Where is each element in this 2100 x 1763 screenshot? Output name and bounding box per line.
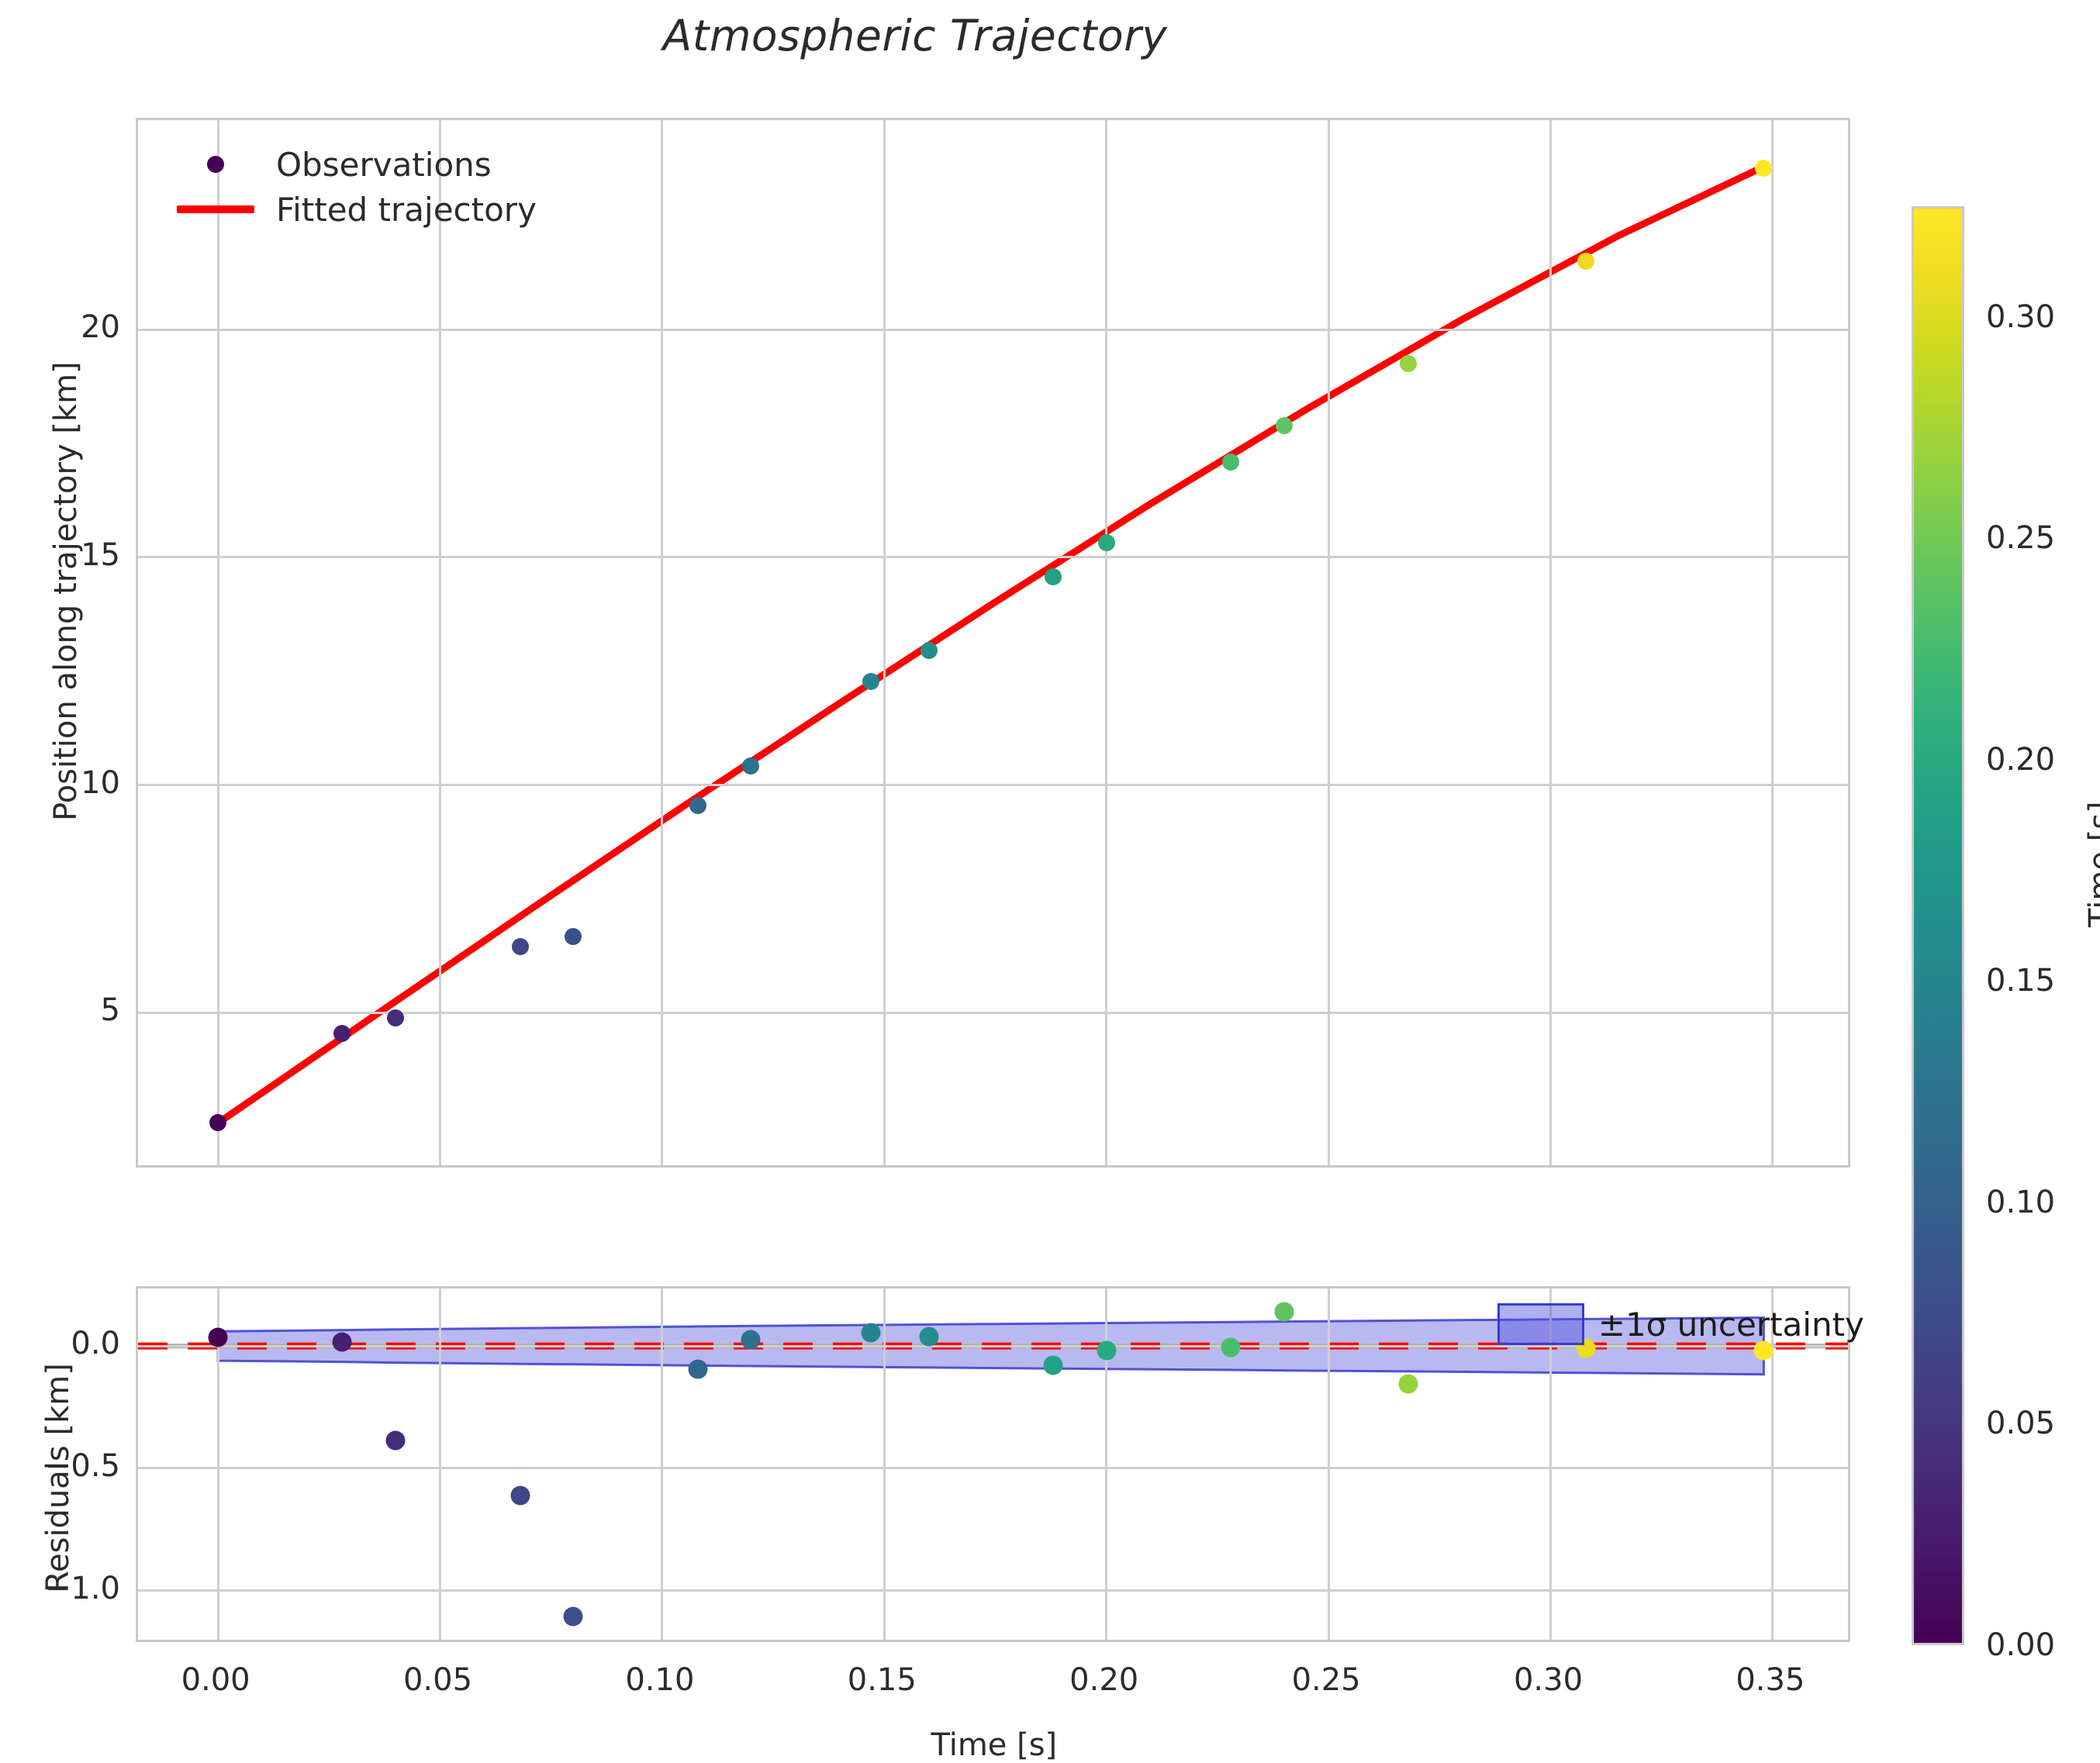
x-axis-label: Time [s] — [931, 1727, 1058, 1763]
gridline-horizontal — [138, 1467, 1848, 1470]
residual-point — [1097, 1340, 1117, 1361]
observation-point — [209, 1114, 227, 1132]
colorbar-tick-label: 0.25 — [1986, 520, 2056, 557]
observation-point — [565, 927, 582, 945]
gridline-vertical — [1549, 1289, 1552, 1640]
residual-point — [510, 1485, 530, 1506]
gridline-vertical — [1771, 120, 1774, 1165]
colorbar-gradient — [1914, 209, 1962, 1643]
residual-point — [1221, 1337, 1241, 1358]
observation-point — [1755, 159, 1773, 177]
fitted-line-icon — [166, 205, 265, 213]
observation-point — [333, 1024, 351, 1042]
colorbar-tick-label: 0.10 — [1986, 1184, 2056, 1220]
legend-entry-fitted: Fitted trajectory — [166, 187, 537, 232]
legend-label-uncertainty: ±1σ uncertainty — [1597, 1305, 1864, 1344]
x-axis-tick-label: 0.30 — [1513, 1662, 1584, 1698]
fitted-trajectory-line — [214, 163, 1767, 1126]
residual-point — [1576, 1338, 1596, 1358]
residuals-plot-area — [138, 1289, 1848, 1640]
observation-point — [689, 797, 706, 815]
residual-point — [741, 1330, 761, 1350]
residuals-legend: ±1σ uncertainty — [1497, 1303, 1864, 1346]
residual-point — [861, 1323, 881, 1343]
gridline-vertical — [1327, 120, 1330, 1165]
residual-point — [208, 1327, 228, 1347]
residual-point — [1398, 1374, 1418, 1394]
main-legend: Observations Fitted trajectory — [154, 134, 549, 240]
x-axis-tick-label: 0.35 — [1736, 1662, 1805, 1698]
gridline-vertical — [1549, 120, 1552, 1165]
x-axis-tick-label: 0.10 — [625, 1662, 695, 1698]
gridline-vertical — [439, 120, 441, 1165]
gridline-vertical — [1771, 1289, 1774, 1640]
x-axis-tick-label: 0.15 — [847, 1662, 917, 1698]
residuals-y-axis-tick-label: −0.5 — [44, 1447, 120, 1484]
residual-point — [1043, 1355, 1063, 1375]
observation-point — [511, 938, 529, 956]
residual-point — [385, 1430, 406, 1451]
residuals-y-axis-tick-label: 0.0 — [71, 1326, 120, 1362]
residual-point — [563, 1606, 583, 1627]
residual-point — [332, 1332, 352, 1352]
gridline-vertical — [661, 1289, 664, 1640]
gridline-horizontal — [138, 556, 1848, 559]
colorbar-tick-label: 0.05 — [1986, 1406, 2056, 1442]
observation-point — [1044, 568, 1062, 585]
observation-point — [387, 1009, 405, 1027]
colorbar-label: Time [s] — [2083, 801, 2100, 927]
x-axis-tick-label: 0.25 — [1291, 1662, 1361, 1698]
observation-point — [1275, 416, 1293, 434]
observation-point — [742, 757, 760, 775]
observation-point — [862, 672, 880, 690]
colorbar-tick-label: 0.30 — [1986, 298, 2056, 335]
gridline-vertical — [661, 120, 664, 1165]
colorbar-tick-label: 0.00 — [1986, 1627, 2056, 1663]
gridline-vertical — [1105, 1289, 1108, 1640]
observations-marker-icon — [166, 156, 265, 173]
main-y-axis-tick-label: 20 — [81, 309, 120, 346]
x-axis-tick-label: 0.20 — [1069, 1662, 1139, 1698]
main-y-axis-tick-label: 10 — [81, 764, 120, 801]
x-axis-tick-label: 0.00 — [181, 1662, 250, 1698]
gridline-vertical — [216, 1289, 219, 1640]
residual-point — [919, 1327, 939, 1346]
observation-point — [1577, 253, 1595, 271]
x-axis-tick-label: 0.05 — [402, 1662, 473, 1698]
observation-point — [1097, 534, 1115, 552]
observation-point — [1222, 453, 1240, 471]
legend-label-fitted: Fitted trajectory — [276, 190, 537, 229]
residual-point — [688, 1359, 708, 1379]
main-y-axis-tick-label: 5 — [100, 992, 120, 1029]
gridline-vertical — [216, 120, 219, 1165]
gridline-horizontal — [138, 784, 1848, 787]
residuals-plot-axes: ±1σ uncertainty — [136, 1286, 1864, 1642]
main-plot-area — [138, 120, 1848, 1165]
observation-point — [1400, 355, 1418, 373]
gridline-vertical — [1105, 120, 1108, 1165]
main-y-axis-tick-label: 15 — [81, 536, 120, 573]
gridline-horizontal — [138, 328, 1848, 331]
gridline-horizontal — [138, 1344, 1848, 1347]
residual-point — [1274, 1302, 1294, 1322]
colorbar-tick-label: 0.15 — [1986, 963, 2056, 999]
chart-title: Atmospheric Trajectory — [662, 11, 1168, 60]
colorbar — [1912, 206, 1964, 1645]
gridline-vertical — [439, 1289, 441, 1640]
legend-entry-observations: Observations — [166, 142, 537, 187]
gridline-vertical — [1327, 1289, 1330, 1640]
gridline-horizontal — [138, 1011, 1848, 1014]
colorbar-tick-label: 0.20 — [1986, 741, 2056, 778]
residuals-y-axis-tick-label: −1.0 — [44, 1570, 120, 1606]
gridline-vertical — [882, 1289, 886, 1640]
main-plot-axes: Observations Fitted trajectory — [136, 118, 1850, 1168]
gridline-horizontal — [138, 1589, 1848, 1592]
gridline-vertical — [882, 120, 886, 1165]
uncertainty-band-swatch-icon — [1497, 1303, 1584, 1346]
residual-point — [1753, 1340, 1774, 1361]
observation-point — [920, 642, 938, 660]
main-y-axis-label: Position along trajectory [km] — [48, 361, 84, 821]
legend-label-observations: Observations — [276, 145, 492, 184]
